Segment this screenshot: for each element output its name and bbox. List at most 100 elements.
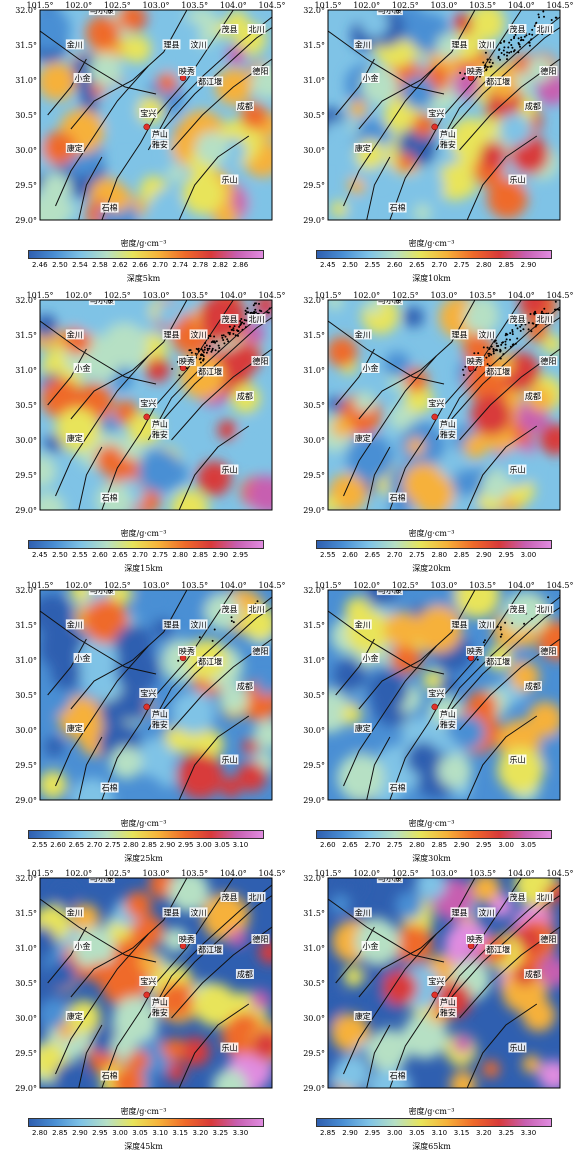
aftershock-point <box>207 337 210 340</box>
aftershock-point <box>527 328 530 331</box>
fault-line <box>328 610 445 675</box>
colorbar-tick-label: 2.60 <box>320 841 336 849</box>
density-anomaly <box>497 746 544 793</box>
colorbar <box>28 250 264 259</box>
fault-line <box>78 156 103 220</box>
place-label-background <box>177 934 196 944</box>
colorbar-tick-label: 2.70 <box>132 551 148 559</box>
place-label-background <box>88 10 115 16</box>
place-label: 乐山 <box>221 175 237 185</box>
fault-line <box>328 898 445 963</box>
place-label-background <box>477 329 496 340</box>
colorbar-tick-label: 3.20 <box>476 1129 492 1137</box>
density-anomaly <box>42 131 76 166</box>
aftershock-point <box>541 310 543 313</box>
fault-line <box>70 590 188 710</box>
place-label-background <box>353 723 372 733</box>
aftershock-point <box>510 38 513 41</box>
colorbar-tick-label: 2.78 <box>192 261 209 269</box>
longitude-tick-label: 101.5° <box>27 291 54 300</box>
place-label-background <box>247 24 266 34</box>
longitude-tick-label: 103.5° <box>181 869 208 878</box>
aftershock-point <box>504 621 507 624</box>
aftershock-point <box>230 616 233 619</box>
fault-line <box>451 317 560 420</box>
latitude-tick-label: 29.5° <box>15 761 37 770</box>
colorbar-tick-label: 2.70 <box>386 551 403 559</box>
density-anomaly <box>220 777 242 798</box>
place-label-background <box>177 66 196 76</box>
colorbar-tick-label: 2.80 <box>123 841 139 849</box>
aftershock-point <box>462 368 464 371</box>
place-label: 石棉 <box>390 493 406 503</box>
density-anomaly <box>40 10 71 52</box>
density-anomaly <box>44 736 65 757</box>
density-anomaly <box>487 178 528 219</box>
place-label: 北川 <box>249 315 265 324</box>
place-label: 德阳 <box>252 934 268 944</box>
aftershock-point <box>464 365 467 368</box>
colorbar-tick-label: 2.90 <box>159 841 176 849</box>
aftershock-point <box>557 308 560 311</box>
density-map-panel: 马尔康 金川 理县 茂县 北川 汶川 德阳 小金 映秀 都江堰 成都 宝兴 芦山 雅安 康定 乐山 石棉 101.… <box>288 580 575 868</box>
aftershock-point <box>214 349 217 352</box>
longitude-tick-label: 103.0° <box>143 1 170 10</box>
aftershock-point <box>224 335 227 338</box>
density-anomaly <box>510 135 549 175</box>
density-anomaly <box>58 201 76 219</box>
fault-line <box>163 895 272 998</box>
place-label: 康定 <box>355 143 371 153</box>
density-anomaly <box>470 10 505 38</box>
map-frame <box>39 299 273 511</box>
colorbar <box>28 540 264 549</box>
place-label-background <box>65 329 84 340</box>
density-anomaly <box>437 753 472 788</box>
latitude-tick-label: 32.0° <box>303 296 325 305</box>
colorbar-tick-label: 2.65 <box>409 261 425 269</box>
aftershock-point <box>484 65 487 68</box>
place-label: 映秀 <box>467 356 483 366</box>
place-label: 成都 <box>525 681 541 691</box>
place-label: 康定 <box>355 433 371 443</box>
place-label: 石棉 <box>390 1071 406 1081</box>
place-label-background <box>235 681 254 691</box>
density-anomaly <box>482 1060 500 1078</box>
place-label: 小金 <box>363 363 379 373</box>
place-label-background <box>162 619 181 630</box>
colorbar-tick-label: 2.55 <box>72 551 88 559</box>
aftershock-point <box>488 347 491 350</box>
density-anomaly <box>328 496 339 510</box>
latitude-tick-label: 31.0° <box>15 944 37 953</box>
aftershock-point <box>258 302 260 305</box>
aftershock-point <box>499 42 502 44</box>
place-label-background <box>150 1007 169 1018</box>
aftershock-point <box>517 37 520 40</box>
place-label: 小金 <box>75 363 91 373</box>
density-anomaly <box>331 1013 370 1052</box>
place-label-background <box>523 391 542 401</box>
colorbar-tick-label: 3.15 <box>453 1129 470 1137</box>
place-label-background <box>220 174 239 185</box>
latitude-tick-label: 29.0° <box>15 796 37 805</box>
aftershock-point <box>497 55 500 58</box>
latitude-tick-label: 31.0° <box>15 656 37 665</box>
aftershock-point <box>474 368 477 371</box>
aftershock-point <box>522 39 525 42</box>
aftershock-point <box>516 337 519 340</box>
fault-line <box>451 895 560 998</box>
latitude-tick-label: 30.5° <box>303 111 325 120</box>
fault-line <box>78 1024 103 1088</box>
aftershock-point <box>231 328 234 331</box>
place-label: 小金 <box>363 73 379 83</box>
longitude-tick-label: 102.0° <box>65 1 92 10</box>
aftershock-point <box>482 641 485 644</box>
place-label: 康定 <box>67 433 83 443</box>
aftershock-point <box>487 352 490 355</box>
place-label: 北川 <box>537 605 553 614</box>
density-anomaly <box>40 377 82 419</box>
aftershock-point <box>519 329 522 332</box>
density-anomaly <box>69 300 114 334</box>
place-label-background <box>450 907 469 918</box>
latitude-tick-label: 29.0° <box>303 796 325 805</box>
